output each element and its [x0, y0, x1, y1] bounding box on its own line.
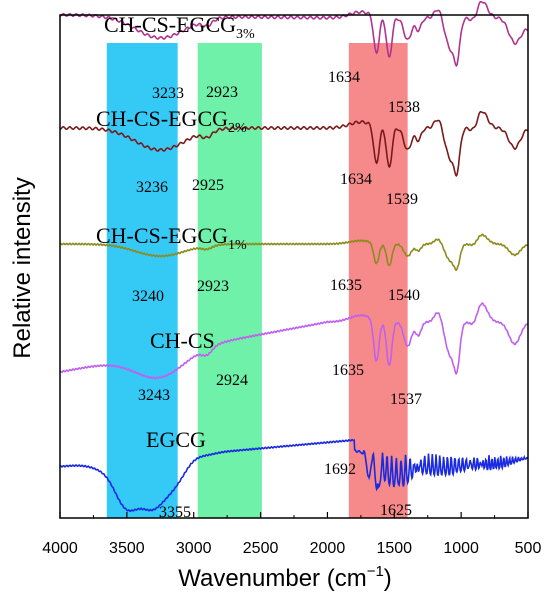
- peak-label-egcg: 3355: [159, 504, 191, 521]
- x-tick-label: 2000: [310, 540, 346, 557]
- peak-label-chcs: 1537: [390, 391, 422, 408]
- shaded-region-1: [106, 43, 178, 518]
- x-tick-label: 3000: [176, 540, 212, 557]
- peak-label-egcg3: 3233: [152, 85, 184, 102]
- spectra-lines: [59, 1, 529, 513]
- x-tick-label: 3500: [109, 540, 145, 557]
- shaded-region-3: [348, 43, 408, 518]
- series-labels: CH-CS-EGCG3% CH-CS-EGCG2% CH-CS-EGCG1% CH-C…: [96, 12, 255, 452]
- peak-label-egcg3: 2923: [206, 84, 238, 101]
- y-axis-title: Relative intensity: [9, 177, 36, 358]
- peak-label-egcg1: 1635: [330, 277, 362, 294]
- peak-label-chcs: 3243: [138, 387, 170, 404]
- series-label-egcg2: CH-CS-EGCG2%: [96, 106, 247, 136]
- x-axis-ticks: 4000 3500 3000 2500 2000 1500 1000 500: [42, 512, 541, 557]
- peak-labels: 3233 2923 1634 1538 3236 2925 1634 1539 3240 2923…: [132, 69, 422, 521]
- peak-label-egcg1: 1540: [388, 287, 420, 304]
- shaded-region-2: [197, 43, 262, 518]
- spectrum-egcg1: [59, 233, 529, 271]
- peak-label-egcg2: 2925: [192, 177, 224, 194]
- peak-label-egcg1: 3240: [132, 288, 164, 305]
- peak-label-egcg2: 3236: [136, 179, 168, 196]
- peak-label-chcs: 1635: [332, 362, 364, 379]
- peak-label-egcg1: 2923: [197, 278, 229, 295]
- peak-label-egcg3: 1634: [328, 69, 360, 86]
- shaded-regions: [106, 43, 408, 518]
- x-tick-label: 1000: [443, 540, 479, 557]
- x-tick-label: 2500: [243, 540, 279, 557]
- spectrum-chcs: [59, 302, 529, 380]
- series-label-egcg: EGCG: [146, 427, 206, 452]
- peak-label-egcg2: 1634: [340, 171, 372, 188]
- series-label-chcs: CH-CS: [150, 328, 215, 353]
- peak-label-chcs: 2924: [216, 372, 248, 389]
- peak-label-egcg: 1692: [324, 461, 356, 478]
- peak-label-egcg2: 1539: [386, 191, 418, 208]
- series-label-egcg3: CH-CS-EGCG3%: [104, 12, 255, 42]
- x-tick-label: 4000: [42, 540, 78, 557]
- x-tick-label: 1500: [376, 540, 412, 557]
- peak-label-egcg: 1625: [380, 502, 412, 519]
- peak-label-egcg3: 1538: [388, 99, 420, 116]
- spectrum-egcg2: [59, 111, 529, 177]
- spectrum-egcg: [59, 438, 529, 513]
- spectrum-egcg3: [59, 1, 529, 67]
- x-axis-title: Wavenumber (cm−1): [178, 563, 392, 592]
- series-label-egcg1: CH-CS-EGCG1%: [96, 223, 247, 253]
- x-tick-label: 500: [515, 540, 542, 557]
